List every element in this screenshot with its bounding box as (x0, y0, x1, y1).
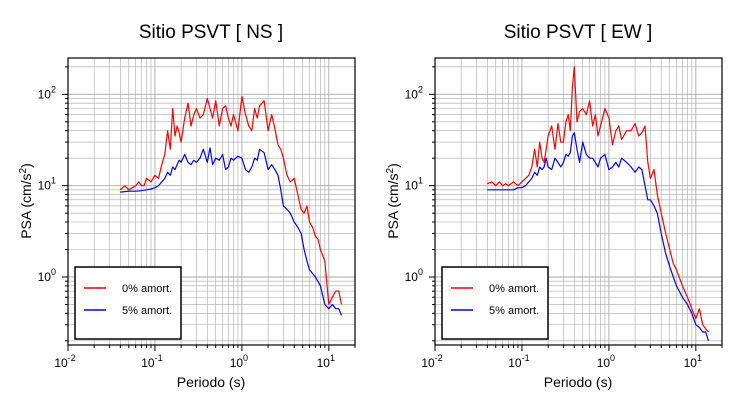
chart-ew: Sitio PSVT [ EW ] 10-2 10-1 100 10110010110… (385, 22, 723, 390)
x-tick-label: 100 (230, 353, 248, 370)
legend-label-0: 0% amort. (489, 283, 539, 295)
legend: 0% amort. 5% amort. (74, 266, 182, 340)
series-line-1 (120, 147, 343, 316)
y-tick-label: 100 (405, 267, 423, 284)
plot-frame (434, 57, 723, 346)
plot-frame (67, 57, 356, 346)
x-tick-label: 100 (597, 353, 615, 370)
x-tick-label: 101 (317, 353, 335, 370)
y-tick-label: 101 (405, 176, 423, 193)
y-tick-label: 102 (405, 84, 423, 101)
y-tick-label: 101 (38, 176, 56, 193)
x-tick-label: 10-1 (508, 353, 529, 370)
series-lines (487, 66, 710, 341)
legend: 0% amort. 5% amort. (441, 266, 549, 340)
x-tick-label: 101 (684, 353, 702, 370)
legend-label-1: 5% amort. (122, 305, 172, 317)
x-axis-label: Periodo (s) (177, 374, 245, 390)
tick-labels: 10-2 10-1 100 101 100 101 102 (38, 84, 335, 370)
series-line-0 (119, 95, 343, 306)
x-tick-label: 10-1 (141, 353, 162, 370)
y-tick-label: 102 (38, 84, 56, 101)
x-axis-label: Periodo (s) (544, 374, 612, 390)
series-lines (119, 95, 343, 316)
chart-ns: Sitio PSVT [ NS ] 10-2 10-1 100 10110010110… (18, 22, 356, 390)
y-tick-label: 100 (38, 267, 56, 284)
series-line-1 (487, 132, 710, 341)
y-axis-label: PSA (cm/s2) (385, 163, 401, 239)
chart-title: Sitio PSVT [ EW ] (504, 22, 653, 43)
legend-label-1: 5% amort. (489, 305, 539, 317)
y-axis-label: PSA (cm/s2) (18, 163, 34, 239)
legend-box (74, 266, 182, 340)
tick-labels: 10-2 10-1 100 101 100 101 102 (405, 84, 702, 370)
series-line-0 (487, 66, 709, 333)
x-tick-label: 10-2 (54, 353, 75, 370)
chart-title: Sitio PSVT [ NS ] (139, 22, 283, 43)
x-tick-label: 10-2 (421, 353, 442, 370)
legend-box (441, 266, 549, 340)
legend-label-0: 0% amort. (122, 283, 172, 295)
